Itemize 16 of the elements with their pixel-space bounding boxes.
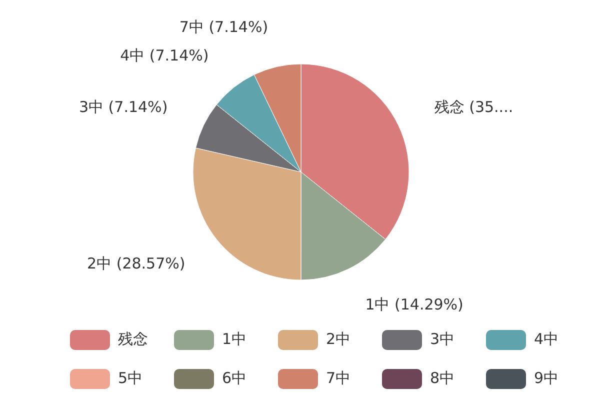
legend-label: 2中 (326, 330, 351, 348)
legend-label: 3中 (430, 330, 455, 348)
legend-label: 7中 (326, 369, 351, 388)
legend-label: 残念 (118, 330, 148, 348)
data-label: 2中 (28.57%) (87, 254, 186, 272)
legend-label: 8中 (430, 369, 455, 388)
data-label: 3中 (7.14%) (79, 98, 168, 116)
legend-label: 1中 (222, 330, 247, 348)
data-label: 残念 (35.... (434, 98, 514, 116)
data-label: 4中 (7.14%) (120, 46, 209, 64)
data-label: 7中 (7.14%) (179, 18, 268, 36)
legend-label: 4中 (534, 330, 559, 348)
legend-label: 9中 (534, 369, 559, 388)
data-label: 1中 (14.29%) (365, 295, 464, 314)
legend-label: 5中 (118, 369, 143, 388)
legend-label: 6中 (222, 369, 247, 388)
